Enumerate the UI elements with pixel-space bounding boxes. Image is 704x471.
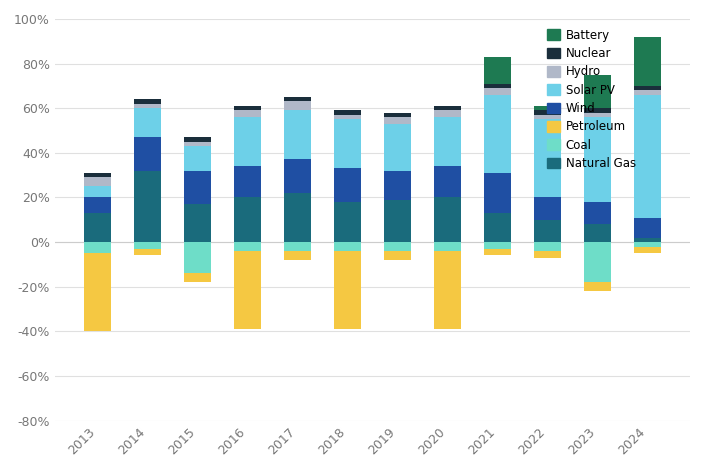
Bar [184, 146, 211, 171]
Bar [84, 173, 111, 178]
Bar [434, 106, 461, 110]
Bar [134, 108, 161, 137]
Bar [484, 95, 511, 173]
Bar [634, 90, 661, 95]
Bar [584, 242, 611, 282]
Bar [434, 242, 461, 251]
Bar [134, 137, 161, 171]
Bar [384, 113, 411, 117]
Bar [234, 251, 261, 329]
Bar [334, 251, 361, 329]
Bar [134, 171, 161, 242]
Bar [584, 75, 611, 108]
Bar [284, 193, 311, 242]
Bar [384, 124, 411, 171]
Bar [434, 117, 461, 166]
Bar [384, 171, 411, 200]
Bar [434, 110, 461, 117]
Bar [334, 115, 361, 119]
Bar [84, 197, 111, 213]
Bar [484, 242, 511, 249]
Bar [634, 218, 661, 237]
Bar [134, 249, 161, 255]
Bar [634, 242, 661, 246]
Bar [434, 197, 461, 242]
Bar [284, 251, 311, 260]
Bar [484, 249, 511, 255]
Bar [234, 197, 261, 242]
Bar [134, 99, 161, 104]
Bar [584, 108, 611, 113]
Bar [634, 95, 661, 218]
Bar [134, 104, 161, 108]
Bar [184, 171, 211, 204]
Bar [234, 117, 261, 166]
Bar [584, 202, 611, 224]
Bar [234, 166, 261, 197]
Legend: Battery, Nuclear, Hydro, Solar PV, Wind, Petroleum, Coal, Natural Gas: Battery, Nuclear, Hydro, Solar PV, Wind,… [547, 29, 636, 170]
Bar [84, 213, 111, 242]
Bar [534, 115, 561, 119]
Bar [484, 57, 511, 84]
Bar [534, 106, 561, 110]
Bar [184, 137, 211, 142]
Bar [384, 251, 411, 260]
Bar [84, 178, 111, 186]
Bar [534, 119, 561, 197]
Bar [434, 166, 461, 197]
Bar [534, 220, 561, 242]
Bar [284, 97, 311, 101]
Bar [184, 273, 211, 282]
Bar [384, 117, 411, 124]
Bar [384, 200, 411, 242]
Bar [634, 37, 661, 86]
Bar [584, 224, 611, 242]
Bar [84, 186, 111, 197]
Bar [284, 160, 311, 193]
Bar [634, 246, 661, 253]
Bar [334, 119, 361, 169]
Bar [534, 251, 561, 258]
Bar [234, 110, 261, 117]
Bar [534, 242, 561, 251]
Bar [84, 253, 111, 331]
Bar [184, 204, 211, 242]
Bar [334, 169, 361, 202]
Bar [234, 242, 261, 251]
Bar [334, 202, 361, 242]
Bar [634, 237, 661, 242]
Bar [584, 113, 611, 117]
Bar [284, 110, 311, 160]
Bar [484, 173, 511, 213]
Bar [634, 86, 661, 90]
Bar [534, 197, 561, 220]
Bar [584, 117, 611, 202]
Bar [184, 242, 211, 273]
Bar [184, 142, 211, 146]
Bar [534, 110, 561, 115]
Bar [384, 242, 411, 251]
Bar [484, 88, 511, 95]
Bar [334, 242, 361, 251]
Bar [484, 84, 511, 88]
Bar [334, 110, 361, 115]
Bar [284, 101, 311, 110]
Bar [434, 251, 461, 329]
Bar [84, 242, 111, 253]
Bar [284, 242, 311, 251]
Bar [234, 106, 261, 110]
Bar [584, 282, 611, 291]
Bar [134, 242, 161, 249]
Bar [484, 213, 511, 242]
